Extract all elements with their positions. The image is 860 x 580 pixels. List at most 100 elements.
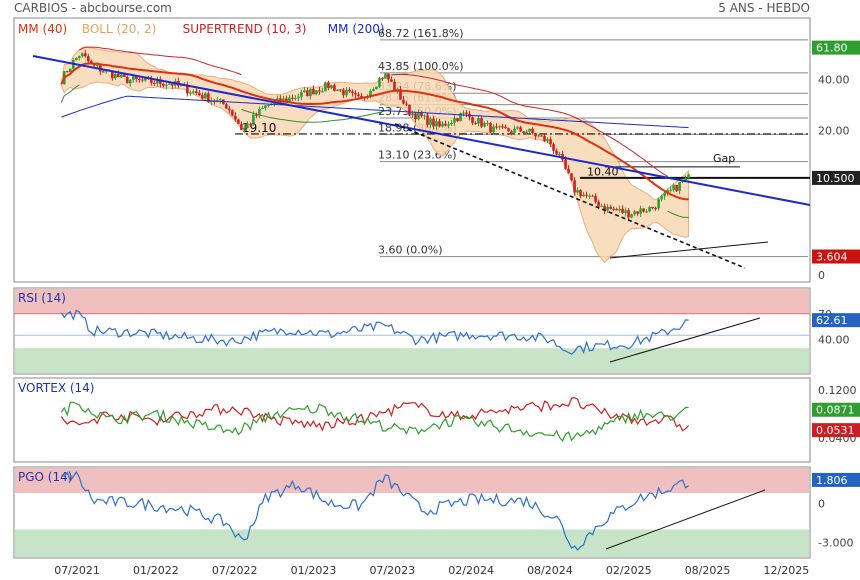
- supertrend-seg: [601, 131, 605, 135]
- supertrend-seg: [559, 111, 563, 114]
- candle-body: [357, 94, 360, 96]
- supertrend-seg: [226, 69, 230, 72]
- candle-body: [90, 61, 93, 63]
- candle-body: [369, 90, 372, 97]
- candle-body: [591, 195, 594, 197]
- candle-body: [294, 98, 297, 100]
- candle-body: [447, 124, 450, 126]
- supertrend-seg: [190, 58, 194, 60]
- supertrend-seg: [646, 161, 650, 165]
- vortex-title: VORTEX (14): [18, 381, 95, 395]
- candle-body: [663, 192, 666, 197]
- x-tick-9: 12/2025: [764, 564, 810, 577]
- supertrend-seg: [367, 113, 371, 116]
- supertrend-seg: [592, 126, 596, 130]
- candle-body: [621, 208, 624, 213]
- candle-body: [77, 56, 81, 58]
- supertrend-seg: [469, 86, 473, 89]
- candle-body: [417, 112, 420, 120]
- supertrend-seg: [445, 81, 449, 84]
- vortex-plus-badge: 0.0871: [816, 404, 855, 417]
- candle-body: [87, 56, 90, 62]
- price-badge-0-bg: [812, 40, 860, 55]
- supertrend-seg: [217, 66, 221, 69]
- supertrend-seg: [490, 91, 494, 94]
- candle-body: [402, 99, 405, 104]
- candle-body: [74, 57, 78, 61]
- candle-body: [429, 118, 432, 125]
- candle-body: [288, 97, 291, 102]
- candle-body: [339, 89, 342, 91]
- candle-body: [258, 108, 261, 116]
- supertrend-seg: [658, 170, 662, 174]
- candle-body: [201, 95, 204, 99]
- supertrend-seg: [637, 154, 641, 158]
- candle-body: [315, 90, 318, 95]
- candle-body: [180, 85, 183, 87]
- candle-body: [480, 118, 483, 127]
- candle-body: [225, 104, 228, 109]
- candle-body: [567, 168, 570, 174]
- supertrend-seg: [199, 60, 203, 63]
- chart-title: CARBIOS - abcbourse.com: [14, 1, 172, 15]
- candle-body: [192, 91, 195, 93]
- candle-body: [525, 131, 528, 133]
- fib-label-1: 43.85 (100.0%): [378, 60, 464, 73]
- candle-body: [639, 208, 642, 214]
- supertrend-seg: [64, 93, 68, 97]
- candle-body: [558, 153, 561, 155]
- candle-body: [237, 119, 240, 124]
- candle-body: [597, 201, 600, 207]
- candle-body: [390, 79, 393, 82]
- supertrend-seg: [547, 109, 551, 111]
- rising-trendline: [609, 241, 769, 259]
- candle-body: [348, 89, 351, 92]
- candle-body: [297, 96, 300, 99]
- candle-body: [531, 128, 534, 134]
- candle-body: [186, 84, 189, 94]
- chart-period: 5 ANS - HEBDO: [718, 1, 810, 15]
- candle-body: [549, 139, 552, 145]
- supertrend-seg: [265, 115, 269, 118]
- candle-body: [120, 74, 123, 78]
- candle-body: [570, 173, 573, 181]
- rsi-line: [60, 309, 689, 355]
- candle-body: [345, 89, 348, 96]
- supertrend-seg: [69, 88, 74, 93]
- candle-body: [162, 83, 165, 86]
- candle-body: [474, 122, 477, 124]
- candle-body: [264, 105, 267, 109]
- supertrend-seg: [430, 77, 434, 80]
- supertrend-seg: [622, 144, 626, 148]
- candle-body: [327, 82, 330, 89]
- candle-body: [612, 208, 615, 210]
- price-badge-0: 61.80: [816, 42, 848, 55]
- x-tick-7: 02/2025: [606, 564, 652, 577]
- supertrend-seg: [520, 104, 524, 107]
- candle-body: [552, 144, 555, 151]
- candle-body: [501, 126, 504, 128]
- candle-body: [135, 76, 138, 79]
- candle-body: [300, 92, 303, 97]
- vortex-ytick-0: 0.1200: [818, 384, 857, 397]
- price-ytick-2: 20.00: [818, 125, 850, 138]
- candle-body: [555, 150, 558, 155]
- supertrend-seg: [268, 116, 272, 119]
- supertrend-seg: [535, 107, 539, 109]
- pgo-low-zone: [15, 529, 809, 557]
- rsi-trendline: [609, 317, 761, 363]
- supertrend-seg: [373, 112, 377, 115]
- candle-body: [522, 131, 525, 133]
- candle-body: [132, 76, 135, 80]
- candle-body: [282, 98, 285, 103]
- mm40-line: [60, 62, 689, 201]
- candle-body: [435, 121, 438, 127]
- candle-body: [603, 205, 606, 211]
- supertrend-seg: [613, 138, 617, 142]
- candle-body: [267, 104, 270, 106]
- supertrend-seg: [649, 163, 653, 167]
- candle-body: [414, 113, 417, 120]
- supertrend-seg: [76, 84, 80, 88]
- pgo-ytick-0: 0: [818, 497, 825, 510]
- price-badge-2-bg: [812, 249, 860, 264]
